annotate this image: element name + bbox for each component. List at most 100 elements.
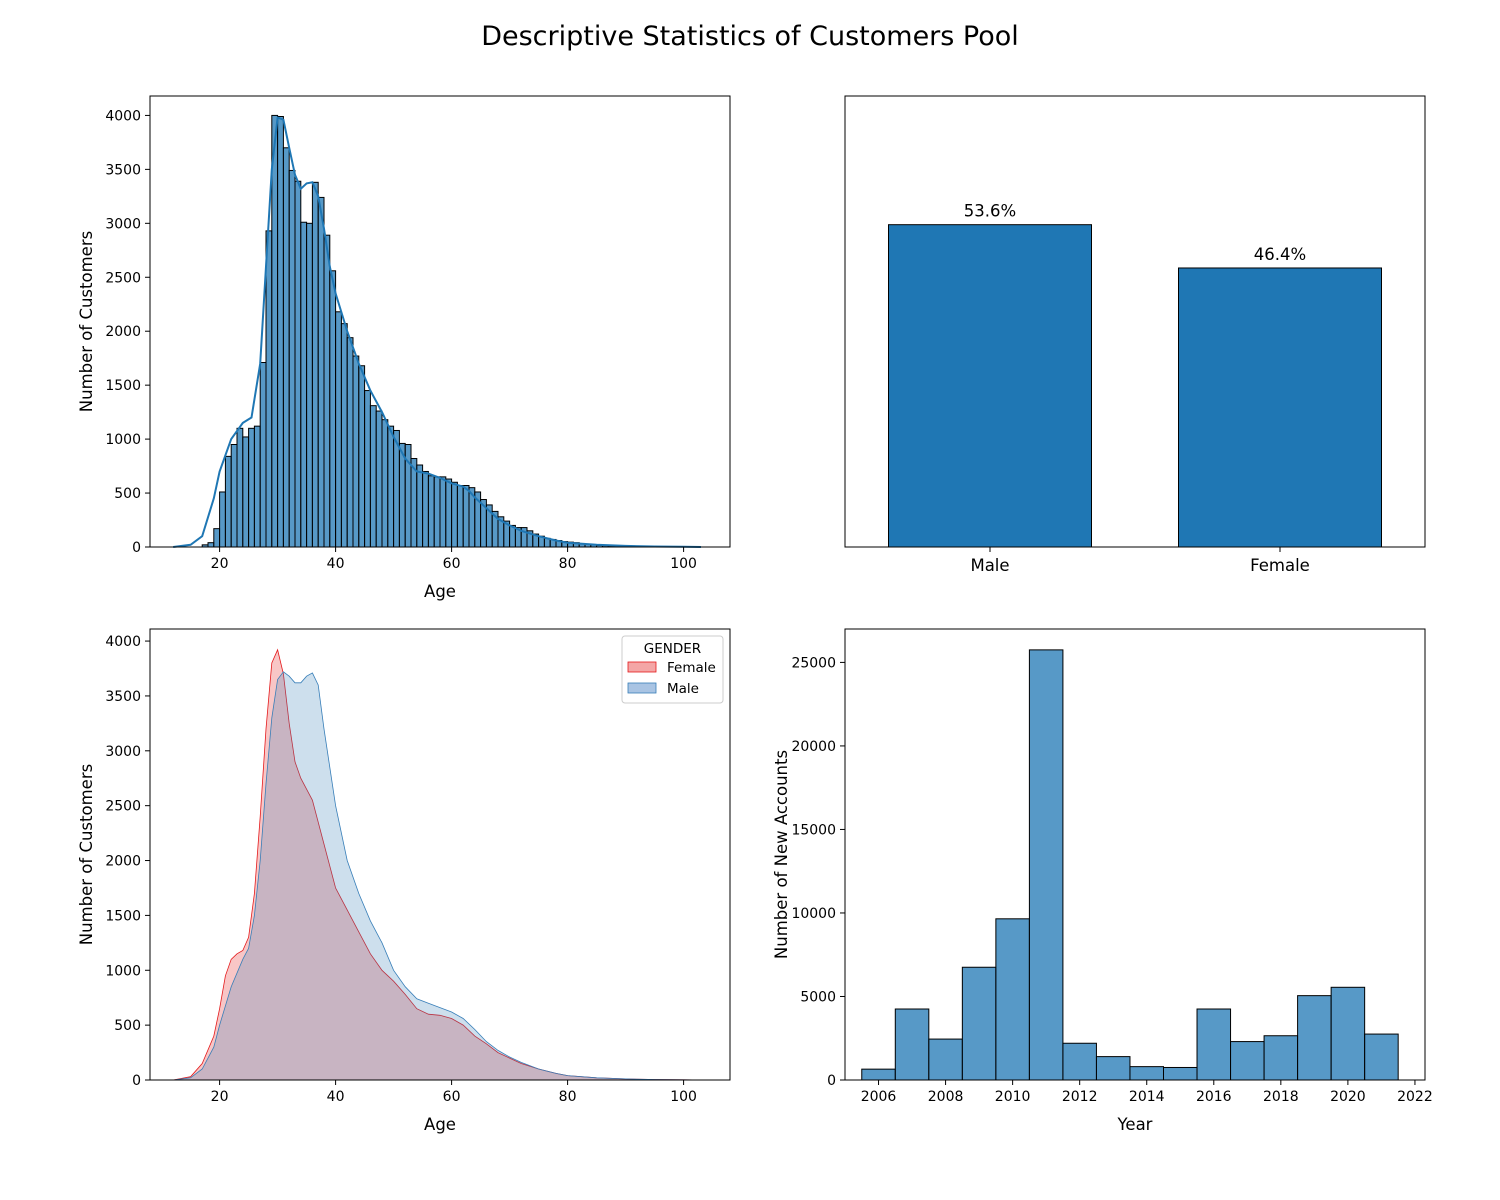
year-bin-bar [995, 918, 1030, 1081]
legend-title: GENDER [644, 641, 701, 657]
y-tick-label: 2000 [105, 324, 141, 340]
legend-label-female: Female [667, 660, 716, 676]
age-bin-bar [427, 475, 435, 548]
y-tick-label: 15000 [791, 822, 836, 838]
age-bin-bar [439, 476, 447, 548]
age-bin-bar [253, 425, 261, 548]
age-bin-bar [422, 470, 429, 548]
y-axis-label: Number of New Accounts [772, 750, 791, 959]
age-bin-bar [224, 455, 232, 548]
figure-title: Descriptive Statistics of Customers Pool [481, 21, 1019, 52]
bar-value-label-female: 46.4% [1254, 245, 1306, 264]
y-tick-label: 4000 [105, 108, 141, 124]
y-tick-label: 25000 [791, 655, 836, 671]
y-tick-label: 5000 [800, 989, 836, 1005]
axes-frame [149, 628, 731, 1081]
y-tick-label: 3500 [105, 162, 141, 178]
age-by-gender-panel: 20 40 60 80 10005001000150020002500300035004… [77, 628, 731, 1134]
age-bin-bar [381, 419, 389, 548]
age-bin-bar [219, 491, 226, 548]
histogram-bars [201, 114, 690, 548]
age-bin-bar [259, 362, 267, 548]
age-bin-bar [277, 116, 284, 548]
x-tick-label: 2014 [1129, 1089, 1165, 1105]
axes-frame [844, 628, 1426, 1081]
y-tick-label: 500 [114, 1018, 141, 1034]
year-bin-bar [1129, 1066, 1164, 1081]
y-tick-label: 3000 [105, 216, 141, 232]
age-bin-bar [335, 311, 342, 548]
y-tick-label: 4000 [105, 634, 141, 650]
y-tick-label: 1500 [105, 908, 141, 924]
age-bin-bar [300, 221, 308, 548]
x-tick-label: 2016 [1196, 1089, 1232, 1105]
age-bin-bar [387, 425, 395, 548]
age-bin-bar [445, 478, 453, 548]
age-bin-bar [288, 169, 296, 548]
y-tick-label: 0 [132, 1073, 141, 1089]
y-tick-label: 3500 [105, 689, 141, 705]
year-bin-bar [1196, 1008, 1232, 1081]
x-tick-label: 80 [559, 1089, 577, 1105]
year-bin-bar [861, 1068, 896, 1081]
year-bin-bar [961, 966, 997, 1081]
age-bin-bar [375, 410, 383, 548]
age-bin-bar [294, 180, 302, 548]
year-bin-bar [928, 1038, 963, 1081]
x-tick-label: 100 [670, 1089, 697, 1105]
y-tick-label: 3000 [105, 744, 141, 760]
age-bin-bar [456, 485, 464, 548]
kde-curve [173, 116, 702, 548]
x-tick-label-female: Female [1250, 556, 1310, 575]
x-tick-label: 2008 [928, 1089, 964, 1105]
x-tick-label: 100 [670, 556, 697, 572]
age-bin-bar [306, 222, 313, 548]
y-tick-label: 2500 [105, 270, 141, 286]
age-bin-bar [248, 427, 255, 548]
x-tick-label: 2006 [861, 1089, 897, 1105]
y-tick-label: 20000 [791, 739, 836, 755]
x-tick-label: 2010 [995, 1089, 1031, 1105]
age-bin-bar [369, 405, 377, 548]
y-tick-label: 1500 [105, 378, 141, 394]
y-tick-label: 1000 [105, 963, 141, 979]
x-tick-label: 2022 [1397, 1089, 1433, 1105]
bar-value-label-male: 53.6% [964, 202, 1016, 221]
legend-swatch-male [627, 682, 657, 694]
year-bin-bar [1330, 986, 1366, 1081]
x-axis-label: Year [1117, 1115, 1153, 1134]
y-tick-label: 1000 [105, 432, 141, 448]
gender-bar-panel: 53.6% Male 46.4% Female [844, 95, 1426, 575]
y-tick-label: 10000 [791, 906, 836, 922]
year-bin-bar [1364, 1033, 1399, 1081]
age-bin-bar [317, 196, 325, 548]
age-bin-bar [462, 485, 470, 548]
x-tick-label: 40 [327, 1089, 345, 1105]
legend: GENDER Female Male [621, 635, 724, 704]
age-bin-bar [236, 427, 244, 548]
age-bin-bar [364, 390, 371, 548]
bar-female [1178, 267, 1382, 548]
age-bin-bar [329, 270, 337, 548]
age-bin-bar [340, 323, 348, 548]
x-tick-label: 60 [443, 556, 461, 572]
y-tick-label: 2000 [105, 854, 141, 870]
y-tick-label: 0 [827, 1073, 836, 1089]
y-tick-label: 2500 [105, 799, 141, 815]
age-bin-bar [271, 114, 279, 548]
bar-male [888, 224, 1092, 548]
axes-frame [844, 95, 1426, 548]
age-bin-bar [451, 481, 458, 548]
x-tick-label: 20 [211, 1089, 229, 1105]
x-tick-label-male: Male [970, 556, 1009, 575]
axes-frame [149, 95, 731, 548]
age-bin-bar [207, 542, 215, 548]
histogram-bars [861, 649, 1399, 1081]
age-bin-bar [242, 436, 250, 548]
x-tick-label: 40 [327, 556, 345, 572]
year-bin-bar [1297, 995, 1332, 1081]
age-bin-bar [323, 234, 331, 548]
age-bin-bar [346, 337, 354, 548]
x-tick-label: 80 [559, 556, 577, 572]
